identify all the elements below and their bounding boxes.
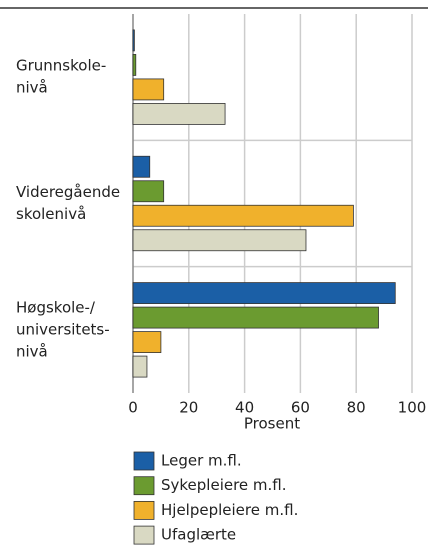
legend-swatch — [133, 525, 155, 545]
legend-label: Ufaglærte — [161, 526, 236, 544]
legend-swatch — [133, 500, 155, 520]
x-tick-label: 80 — [347, 399, 366, 417]
category-label: Høgskole-/ — [16, 298, 96, 316]
category-label: skolenivå — [16, 205, 86, 223]
bar — [132, 331, 162, 353]
bar — [132, 180, 165, 203]
x-axis-label: Prosent — [244, 415, 300, 433]
legend-label: Sykepleiere m.fl. — [161, 476, 287, 494]
x-tick-label: 40 — [235, 399, 254, 417]
category-label: universitets- — [16, 320, 110, 338]
category-label: Videregående — [16, 183, 120, 201]
bar — [132, 29, 135, 52]
bar — [132, 229, 307, 252]
bar — [132, 103, 226, 125]
category-label: nivå — [16, 342, 48, 360]
category-label: Grunnskole- — [16, 57, 106, 75]
bar — [132, 78, 165, 101]
bar — [132, 306, 379, 329]
legend-swatch — [133, 451, 155, 471]
legend-swatch — [133, 476, 155, 496]
legend-label: Leger m.fl. — [161, 452, 242, 470]
x-tick-label: 60 — [291, 399, 310, 417]
bar — [132, 282, 396, 304]
x-tick-label: 0 — [128, 399, 138, 417]
legend-label: Hjelpepleiere m.fl. — [161, 501, 298, 519]
x-tick-label: 20 — [179, 399, 198, 417]
x-tick-label: 100 — [398, 399, 427, 417]
bar — [132, 355, 148, 378]
bar — [132, 155, 151, 178]
bar — [132, 54, 137, 76]
category-label: nivå — [16, 79, 48, 97]
bar — [132, 204, 354, 227]
